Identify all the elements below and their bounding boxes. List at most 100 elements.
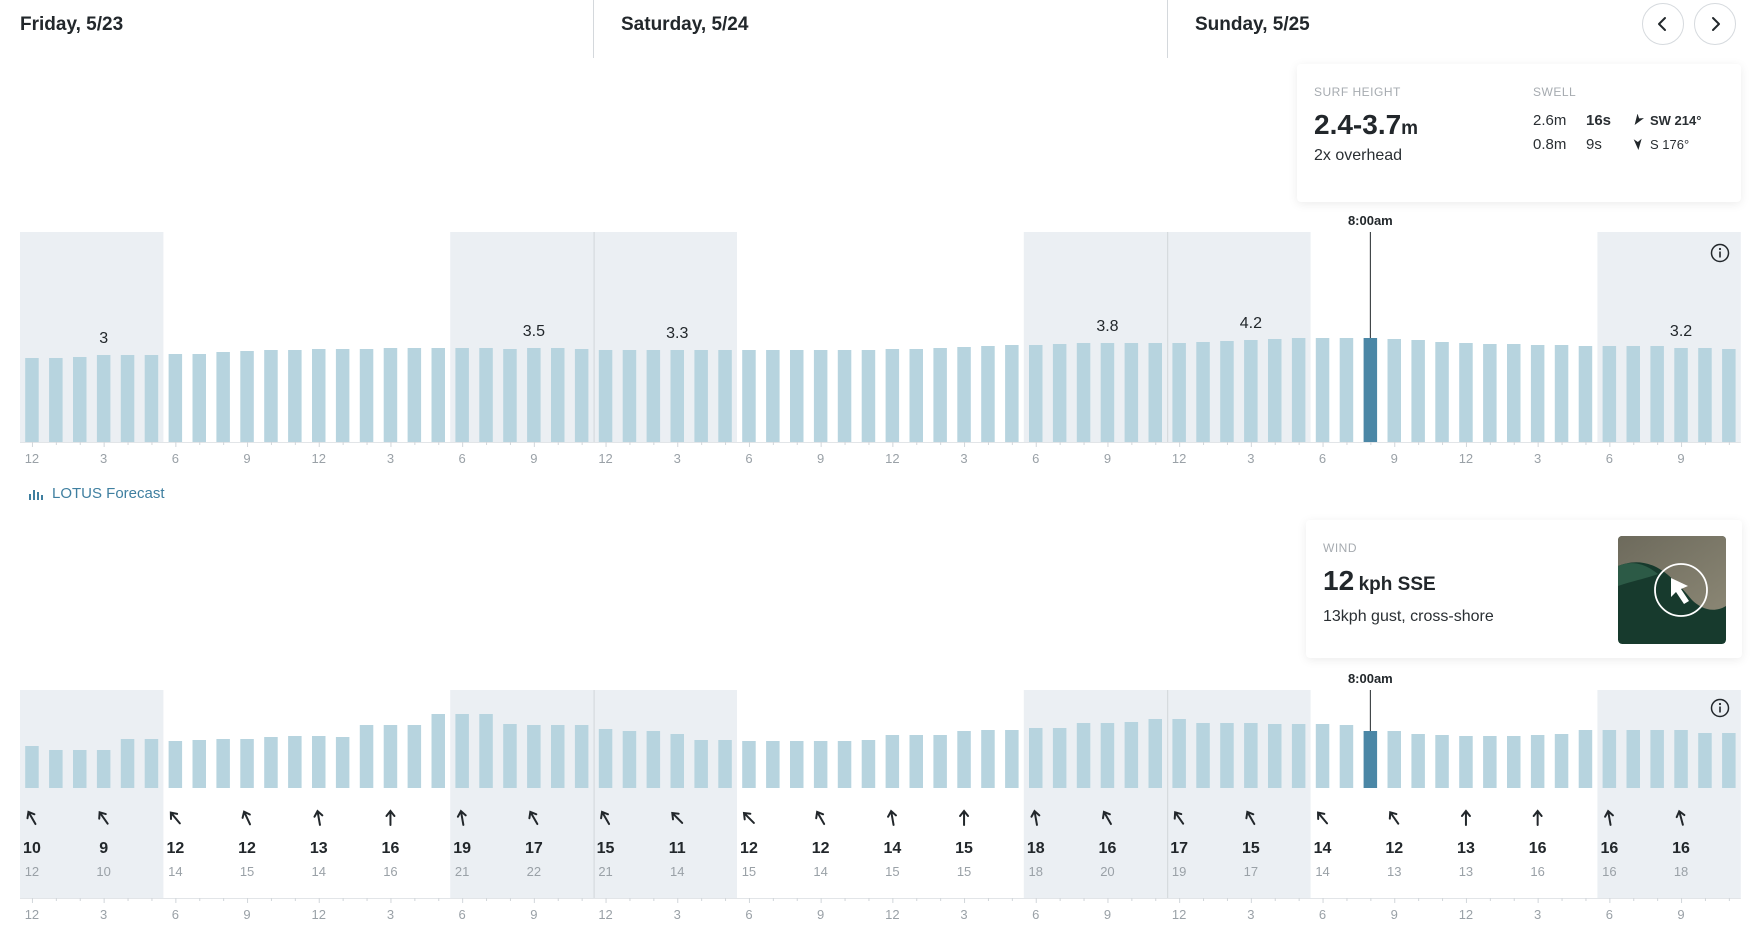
axis-tick: [1226, 898, 1228, 901]
chart-bar: [264, 737, 278, 788]
axis-tick: [605, 898, 607, 903]
time-tick-label: 12: [885, 907, 899, 922]
wind-gust-value: 13: [1387, 864, 1401, 879]
wind-gust-value: 13: [1459, 864, 1473, 879]
wind-gust-value: 18: [1674, 864, 1688, 879]
time-tick-label: 12: [25, 451, 39, 466]
chart-bar: [1291, 338, 1306, 442]
wind-gust-value: 15: [742, 864, 756, 879]
wind-arrow-icon: [528, 810, 539, 826]
time-tick-label: 3: [100, 907, 107, 922]
wind-map-thumbnail[interactable]: [1618, 536, 1726, 644]
lotus-forecast-link[interactable]: LOTUS Forecast: [28, 485, 165, 502]
chart-bar: [144, 355, 159, 442]
chart-bar: [598, 729, 613, 788]
chart-bar: [909, 349, 923, 442]
wind-speed-value: 10: [23, 840, 41, 857]
next-day-button[interactable]: [1694, 3, 1736, 45]
surf-info-icon[interactable]: [1710, 243, 1730, 263]
axis-tick: [1011, 898, 1013, 901]
chart-bar: [1148, 343, 1162, 442]
chart-bar: [813, 350, 828, 442]
time-tick-label: 6: [1032, 451, 1039, 466]
wind-speed-value: 16: [1529, 840, 1547, 857]
chart-bar: [1411, 340, 1425, 442]
wind-gust-value: 16: [1602, 864, 1616, 879]
axis-tick: [462, 898, 464, 903]
chart-bar: [312, 349, 326, 442]
swell-row: 2.6m 16s SW 214°: [1533, 108, 1701, 132]
axis-tick: [1704, 898, 1706, 901]
chart-bar: [312, 736, 326, 788]
time-tick-label: 9: [1391, 451, 1398, 466]
axis-tick: [1059, 442, 1061, 445]
axis-tick: [1728, 898, 1730, 901]
chart-bar: [670, 350, 684, 442]
time-tick-label: 12: [25, 907, 39, 922]
axis-tick: [1585, 898, 1587, 901]
wind-gust-value: 15: [957, 864, 971, 879]
axis-tick: [1418, 442, 1420, 445]
axis-tick: [964, 898, 966, 903]
axis-tick: [1346, 442, 1348, 445]
axis-tick: [1203, 898, 1205, 901]
swell-direction-arrow-icon: [1634, 114, 1644, 125]
axis-tick: [892, 898, 894, 903]
wind-info-icon[interactable]: [1710, 698, 1730, 718]
chart-bar: [622, 731, 637, 788]
axis-tick: [79, 898, 81, 901]
wind-speed-value: 9: [99, 840, 108, 857]
selected-time-label: 8:00am: [1348, 671, 1393, 686]
chart-bar: [1315, 338, 1330, 442]
chart-bar: [957, 347, 971, 442]
axis-tick: [55, 442, 57, 445]
axis-tick: [748, 442, 750, 447]
wind-speed-value: 19: [453, 840, 471, 857]
chart-bar: [1411, 734, 1425, 788]
chart-bar: [431, 714, 445, 788]
time-tick-label: 9: [817, 451, 824, 466]
time-tick-label: 12: [598, 907, 612, 922]
axis-tick: [820, 442, 822, 447]
axis-tick: [1681, 898, 1683, 903]
chart-bar: [1650, 346, 1664, 442]
swell-height: 2.6m: [1533, 111, 1567, 129]
surf-height-value: 2.4-3.7m: [1314, 109, 1418, 141]
swell-direction-arrow-icon: [1633, 138, 1642, 150]
prev-day-button[interactable]: [1642, 3, 1684, 45]
wind-gust-value: 14: [1315, 864, 1329, 879]
axis-tick: [1681, 442, 1683, 447]
axis-tick: [1609, 442, 1611, 447]
chart-bar: [1148, 719, 1162, 788]
axis-tick: [1513, 898, 1515, 901]
chart-bar: [574, 725, 589, 788]
chart-bar: [1172, 343, 1186, 442]
chart-bar: [192, 740, 206, 788]
time-tick-label: 3: [1534, 907, 1541, 922]
chart-bar: [790, 350, 804, 442]
wind-description: 13kph gust, cross-shore: [1323, 608, 1494, 625]
chart-bar: [885, 349, 900, 442]
time-tick-label: 9: [1677, 907, 1684, 922]
time-tick-label: 3: [674, 907, 681, 922]
axis-tick: [1537, 898, 1539, 903]
axis-tick: [653, 898, 655, 901]
chart-bar: [1459, 736, 1473, 788]
axis-tick: [1131, 898, 1133, 901]
chart-bar: [1650, 730, 1664, 788]
time-tick-label: 6: [459, 451, 466, 466]
axis-tick: [1346, 898, 1348, 901]
chart-bar: [1196, 342, 1210, 442]
axis-tick: [390, 442, 392, 447]
time-tick-label: 3: [100, 451, 107, 466]
chart-bar: [646, 350, 661, 442]
time-tick-label: 6: [1032, 907, 1039, 922]
chart-bar: [383, 725, 398, 788]
chart-bar: [1100, 723, 1115, 788]
chart-bar: [766, 741, 780, 788]
chart-bar: [144, 739, 159, 788]
swell-period: 16s: [1586, 111, 1612, 129]
axis-tick: [79, 442, 81, 445]
chart-bar: [1244, 723, 1258, 788]
axis-tick: [318, 442, 320, 447]
